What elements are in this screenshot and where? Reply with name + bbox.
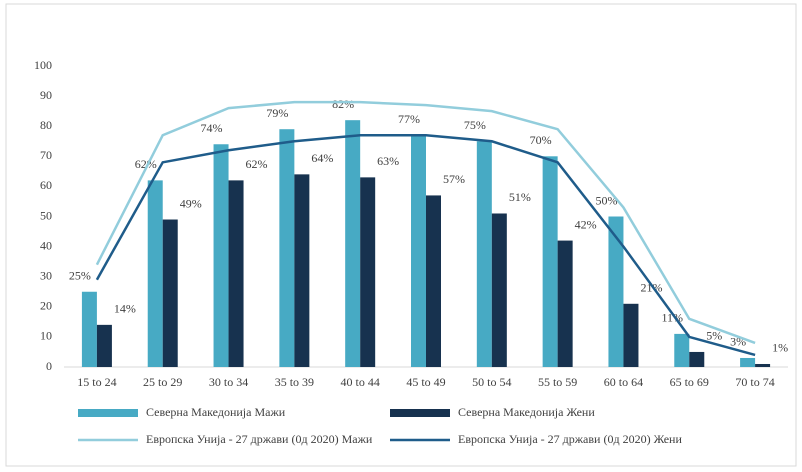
y-tick-label: 100 [34, 58, 52, 72]
legend-label: Европска Унија - 27 држави (0д 2020) Маж… [146, 432, 373, 446]
data-label: 5% [706, 329, 722, 343]
chart-border [5, 3, 797, 467]
y-tick-label: 80 [40, 118, 52, 132]
y-tick-label: 0 [46, 359, 52, 373]
y-tick-label: 40 [40, 238, 52, 252]
legend-label: Северна Македонија Жени [458, 405, 595, 419]
data-label: 51% [509, 190, 531, 204]
bar [411, 135, 426, 367]
y-tick-label: 50 [40, 208, 52, 222]
data-label: 82% [332, 97, 354, 111]
x-tick-label: 40 to 44 [341, 375, 380, 389]
data-label: 70% [530, 133, 552, 147]
y-tick-label: 30 [40, 268, 52, 282]
data-label: 64% [311, 151, 333, 165]
bar [360, 177, 376, 367]
bar [755, 363, 771, 367]
y-tick-label: 90 [40, 88, 52, 102]
data-label: 77% [398, 112, 420, 126]
legend-swatch [78, 409, 138, 417]
bar [689, 351, 705, 367]
x-tick-label: 55 to 59 [538, 375, 577, 389]
x-tick-label: 45 to 49 [406, 375, 445, 389]
x-tick-label: 25 to 29 [143, 375, 182, 389]
legend-label: Северна Македонија Мажи [146, 405, 286, 419]
bar [674, 333, 690, 367]
x-tick-label: 50 to 54 [472, 375, 511, 389]
line [95, 133, 756, 357]
bar [426, 195, 441, 367]
y-tick-label: 60 [40, 178, 52, 192]
data-label: 25% [69, 269, 91, 283]
bar [96, 324, 112, 367]
line [95, 100, 756, 345]
data-label: 79% [266, 106, 288, 120]
data-label: 62% [135, 157, 157, 171]
data-label: 63% [377, 154, 399, 168]
x-tick-label: 65 to 69 [670, 375, 709, 389]
y-tick-label: 10 [40, 329, 52, 343]
bar [162, 219, 178, 367]
data-label: 75% [464, 118, 486, 132]
data-label: 57% [443, 172, 465, 186]
bar [213, 144, 229, 367]
bar [476, 141, 492, 367]
bar [623, 303, 639, 367]
x-tick-label: 70 to 74 [735, 375, 774, 389]
legend-swatch [390, 409, 450, 417]
data-label: 1% [772, 341, 788, 355]
bar [557, 240, 573, 367]
x-tick-label: 35 to 39 [275, 375, 314, 389]
x-tick-label: 30 to 34 [209, 375, 248, 389]
bar [608, 216, 624, 367]
bar [81, 291, 97, 367]
bar [491, 213, 507, 367]
data-label: 21% [640, 281, 662, 295]
bar [294, 174, 310, 367]
bar [147, 180, 163, 367]
bar [542, 156, 558, 367]
data-label: 50% [595, 193, 617, 207]
bar [279, 129, 295, 367]
x-tick-label: 60 to 64 [604, 375, 643, 389]
legend-label: Европска Унија - 27 држави (0д 2020) Жен… [458, 432, 682, 446]
y-tick-label: 70 [40, 148, 52, 162]
x-tick-label: 15 to 24 [77, 375, 116, 389]
bar [740, 357, 756, 367]
data-label: 74% [201, 121, 223, 135]
data-label: 42% [575, 217, 597, 231]
data-label: 14% [114, 302, 136, 316]
bar [228, 180, 244, 367]
y-tick-label: 20 [40, 299, 52, 313]
data-label: 49% [180, 196, 202, 210]
bar [345, 120, 361, 368]
data-label: 62% [246, 157, 268, 171]
